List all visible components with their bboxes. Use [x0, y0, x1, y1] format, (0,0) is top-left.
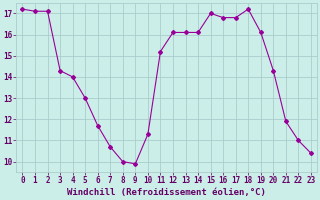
X-axis label: Windchill (Refroidissement éolien,°C): Windchill (Refroidissement éolien,°C) — [67, 188, 266, 197]
